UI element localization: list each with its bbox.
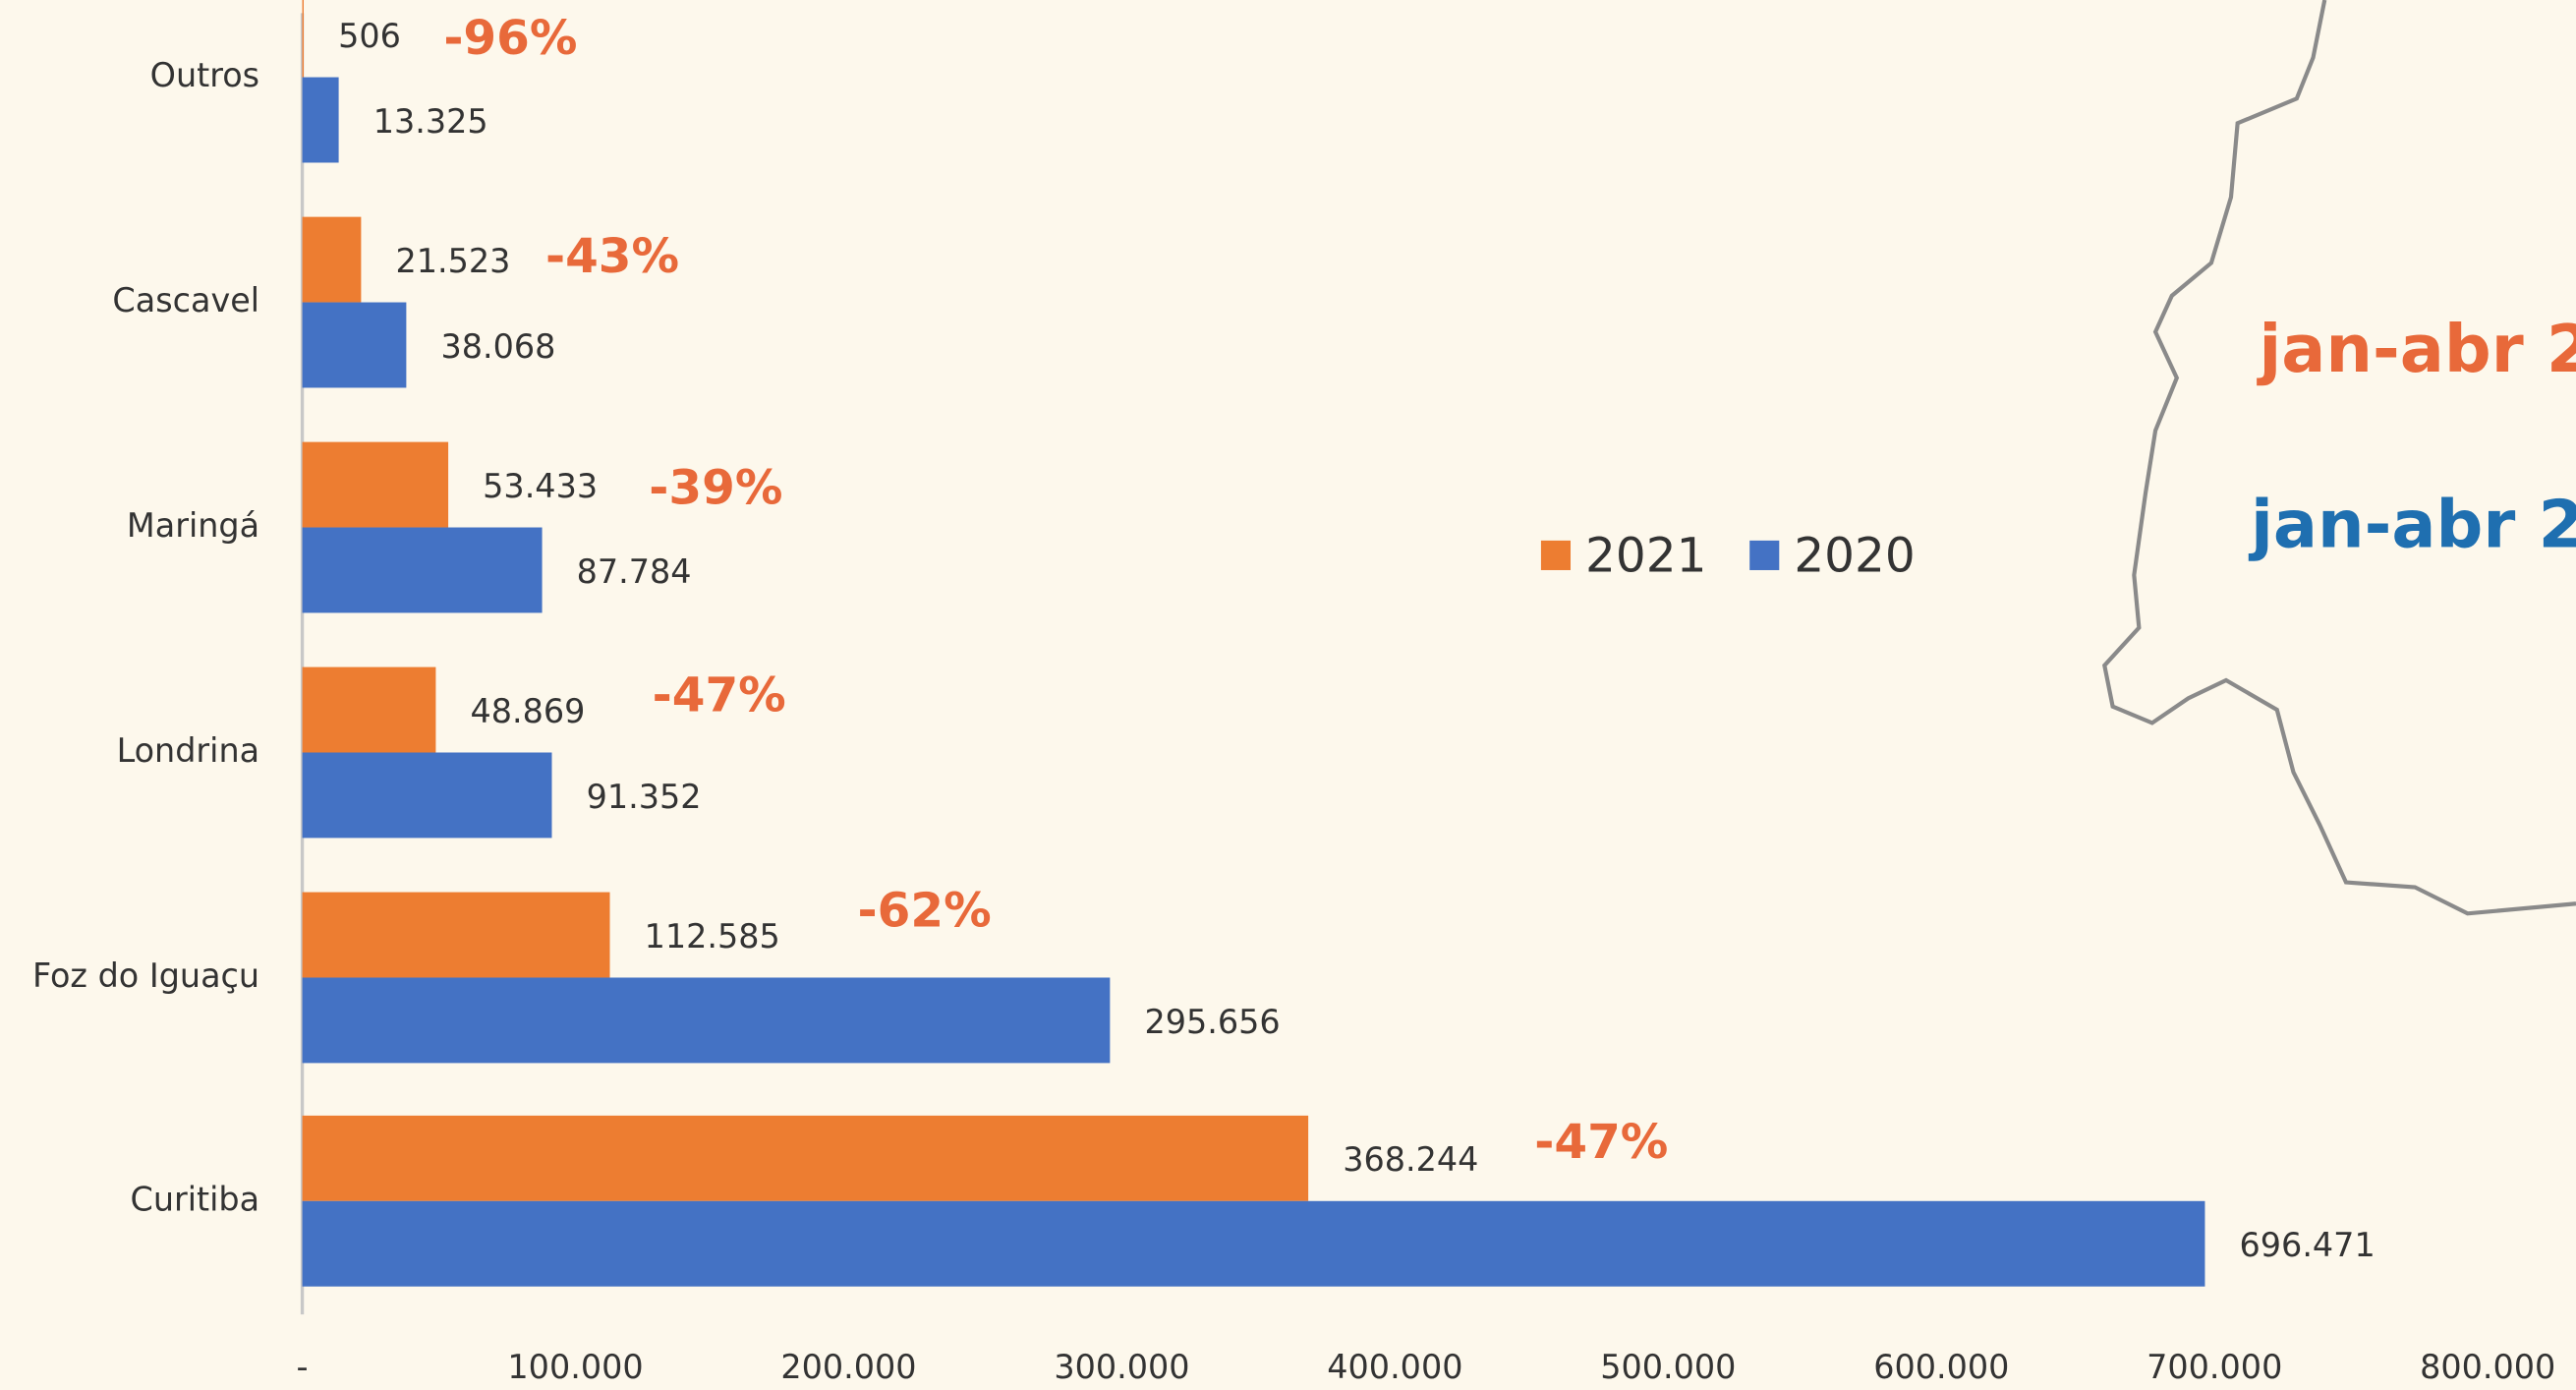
bar	[302, 0, 304, 78]
side-label: jan-abr 2	[2248, 487, 2576, 563]
bar	[302, 216, 362, 303]
category-label: Londrina	[117, 731, 260, 770]
bar	[302, 1115, 1309, 1201]
category-label: Maringá	[127, 506, 259, 545]
change-annotation: -39%	[649, 461, 782, 516]
change-annotation: -62%	[858, 883, 992, 938]
bar	[302, 892, 610, 978]
x-tick-label: 700.000	[2147, 1348, 2282, 1386]
bar	[302, 527, 543, 613]
x-tick-label: 100.000	[507, 1348, 643, 1386]
x-tick-label: 400.000	[1327, 1348, 1462, 1386]
category-label: Outros	[150, 56, 259, 94]
change-annotation: -47%	[1534, 1115, 1668, 1170]
value-label: 506	[338, 17, 401, 55]
x-tick-label: 800.000	[2420, 1348, 2555, 1386]
change-annotation: -47%	[653, 667, 786, 723]
change-annotation: -96%	[443, 11, 577, 66]
x-tick-label: 600.000	[1873, 1348, 2009, 1386]
legend-label: 2020	[1794, 528, 1915, 583]
side-label: jan-abr 2	[2256, 311, 2576, 387]
value-label: 87.784	[577, 552, 692, 591]
legend-swatch	[1749, 540, 1780, 570]
category-label: Curitiba	[131, 1180, 260, 1218]
value-label: 21.523	[395, 242, 510, 280]
x-tick-label: 300.000	[1054, 1348, 1189, 1386]
legend-label: 2021	[1585, 528, 1706, 583]
bar	[302, 752, 552, 839]
bar	[302, 1200, 2205, 1287]
x-tick-label: 500.000	[1600, 1348, 1736, 1386]
value-label: 696.471	[2240, 1226, 2376, 1264]
x-tick-label: -	[297, 1348, 309, 1386]
bar	[302, 77, 339, 163]
x-tick-label: 200.000	[780, 1348, 916, 1386]
bar	[302, 666, 436, 753]
category-label: Foz do Iguaçu	[32, 956, 259, 995]
value-label: 295.656	[1144, 1003, 1280, 1041]
value-label: 53.433	[483, 467, 598, 505]
value-label: 48.869	[471, 692, 586, 730]
bar	[302, 302, 407, 388]
legend-swatch	[1540, 540, 1572, 570]
value-label: 13.325	[373, 102, 488, 141]
value-label: 38.068	[440, 327, 555, 366]
category-label: Cascavel	[112, 281, 259, 319]
value-label: 368.244	[1343, 1140, 1478, 1179]
change-annotation: -43%	[545, 229, 679, 284]
bar	[302, 441, 449, 528]
value-label: 91.352	[587, 778, 702, 816]
value-label: 112.585	[645, 917, 780, 956]
bar	[302, 977, 1111, 1064]
map-outline	[2102, 0, 2576, 916]
